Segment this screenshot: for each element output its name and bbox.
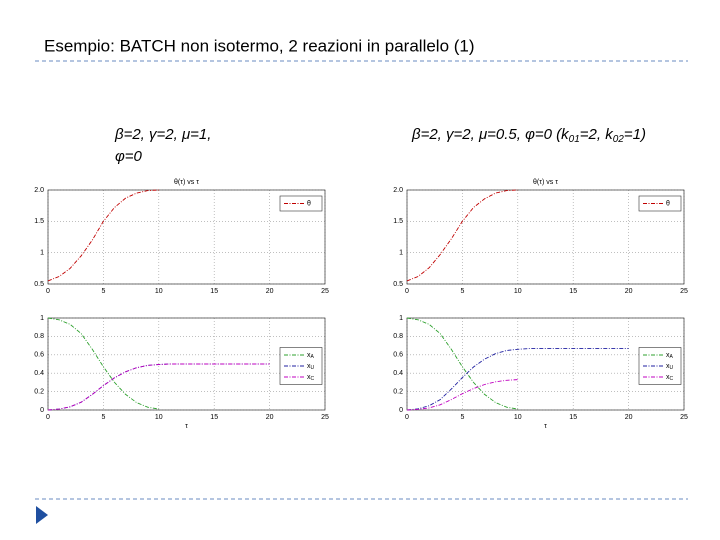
x-tick-label: 20 xyxy=(625,414,633,421)
x-tick-label: 15 xyxy=(210,288,218,295)
legend-label: xC xyxy=(307,374,315,382)
legend-label: θ xyxy=(307,200,311,207)
x-tick-label: 5 xyxy=(101,288,105,295)
y-tick-label: 0.2 xyxy=(393,388,403,395)
y-tick-label: 0.5 xyxy=(393,281,403,288)
data-line xyxy=(47,189,159,282)
data-line xyxy=(406,189,518,282)
y-tick-label: 1 xyxy=(40,315,44,322)
y-tick-label: 0.6 xyxy=(34,352,44,359)
data-line xyxy=(406,317,518,410)
x-tick-label: 15 xyxy=(210,414,218,421)
legend-label: θ xyxy=(666,200,670,207)
y-tick-label: 0 xyxy=(40,407,44,414)
y-tick-label: 1.5 xyxy=(34,218,44,225)
data-line xyxy=(47,317,159,410)
x-tick-label: 10 xyxy=(155,414,163,421)
next-arrow xyxy=(36,506,48,524)
y-tick-label: 2.0 xyxy=(34,187,44,194)
x-tick-label: 25 xyxy=(321,288,329,295)
y-tick-label: 1 xyxy=(399,250,403,257)
data-line xyxy=(47,363,270,411)
x-tick-label: 10 xyxy=(514,414,522,421)
x-tick-label: 25 xyxy=(680,414,688,421)
legend-label: xC xyxy=(666,374,674,382)
x-tick-label: 10 xyxy=(155,288,163,295)
legend-label: xA xyxy=(666,352,674,360)
y-tick-label: 0.8 xyxy=(34,333,44,340)
x-tick-label: 20 xyxy=(625,288,633,295)
x-tick-label: 15 xyxy=(569,288,577,295)
y-tick-label: 0 xyxy=(399,407,403,414)
data-line xyxy=(406,379,518,411)
x-tick-label: 10 xyxy=(514,288,522,295)
x-axis-label: τ xyxy=(544,423,547,430)
x-tick-label: 20 xyxy=(266,414,274,421)
data-line xyxy=(406,348,629,411)
slide-title: Esempio: BATCH non isotermo, 2 reazioni … xyxy=(44,36,475,55)
plot-frame xyxy=(47,189,326,285)
plot-frame xyxy=(406,189,685,285)
caption: φ=0 xyxy=(115,148,143,165)
plot-title: θ(τ) vs τ xyxy=(174,179,199,186)
y-tick-label: 1 xyxy=(399,315,403,322)
x-axis-label: τ xyxy=(185,423,188,430)
x-tick-label: 0 xyxy=(46,414,50,421)
y-tick-label: 0.5 xyxy=(34,281,44,288)
y-tick-label: 0.2 xyxy=(34,388,44,395)
x-tick-label: 25 xyxy=(321,414,329,421)
y-tick-label: 1.5 xyxy=(393,218,403,225)
plot-title: θ(τ) vs τ xyxy=(533,179,558,186)
x-tick-label: 0 xyxy=(405,414,409,421)
y-tick-label: 0.6 xyxy=(393,352,403,359)
y-tick-label: 2.0 xyxy=(393,187,403,194)
x-tick-label: 0 xyxy=(405,288,409,295)
x-tick-label: 5 xyxy=(460,288,464,295)
y-tick-label: 0.8 xyxy=(393,333,403,340)
x-tick-label: 0 xyxy=(46,288,50,295)
legend-label: xU xyxy=(307,363,315,371)
caption: β=2, γ=2, μ=1, xyxy=(114,126,211,143)
x-tick-label: 20 xyxy=(266,288,274,295)
x-tick-label: 15 xyxy=(569,414,577,421)
caption: β=2, γ=2, μ=0.5, φ=0 (k01=2, k02=1) xyxy=(411,126,646,145)
x-tick-label: 5 xyxy=(101,414,105,421)
x-tick-label: 25 xyxy=(680,288,688,295)
legend-label: xA xyxy=(307,352,315,360)
y-tick-label: 1 xyxy=(40,250,44,257)
plot-frame xyxy=(406,317,685,411)
y-tick-label: 0.4 xyxy=(393,370,403,377)
y-tick-label: 0.4 xyxy=(34,370,44,377)
legend-label: xU xyxy=(666,363,674,371)
plot-frame xyxy=(47,317,326,411)
x-tick-label: 5 xyxy=(460,414,464,421)
